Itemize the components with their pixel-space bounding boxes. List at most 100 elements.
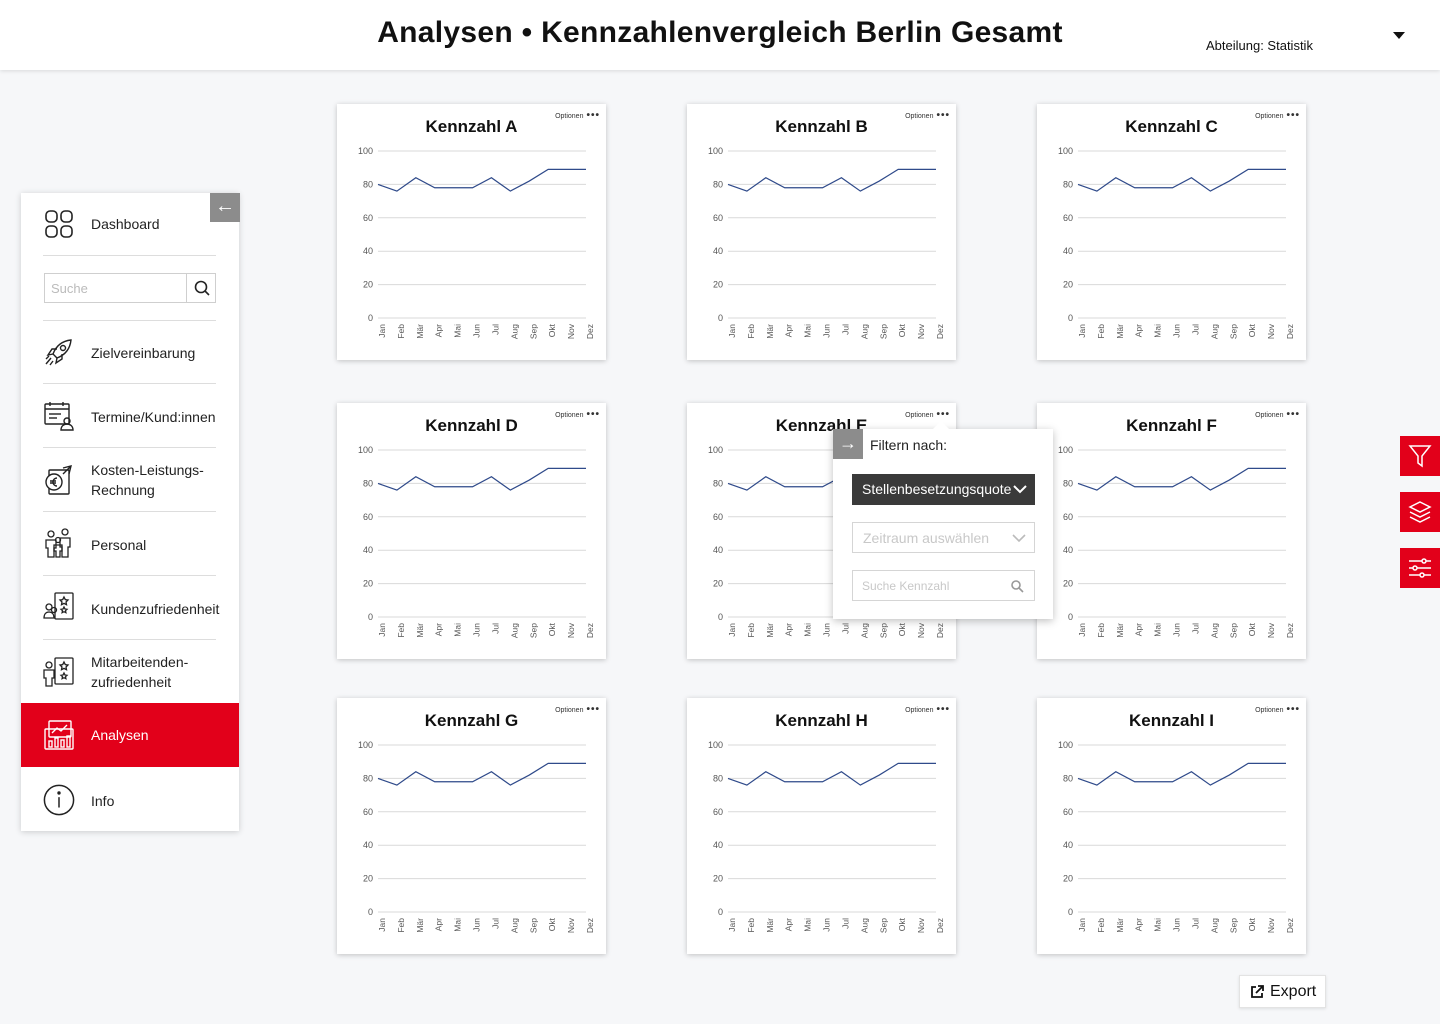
x-tick-label: Mär [765, 324, 775, 339]
x-tick-label: Nov [1266, 917, 1276, 933]
layers-tool-button[interactable] [1400, 492, 1440, 532]
sidebar-item-label: Dashboard [91, 216, 160, 232]
page-title: Analysen • Kennzahlenvergleich Berlin Ge… [377, 16, 1063, 49]
x-tick-label: Jul [1190, 623, 1200, 634]
sidebar-item-kosten-leistungs-rechnung[interactable]: Kosten-Leistungs- Rechnung [21, 457, 239, 503]
sidebar-item-personal[interactable]: Personal [21, 525, 239, 565]
x-tick-label: Apr [1134, 623, 1144, 636]
x-tick-label: Dez [585, 918, 595, 933]
y-tick-label: 40 [713, 840, 723, 850]
y-tick-label: 100 [1058, 445, 1073, 455]
card-options-button[interactable]: Optionen ••• [905, 704, 950, 715]
sidebar-item-dashboard[interactable]: Dashboard [21, 206, 239, 242]
series-line [1077, 467, 1286, 491]
x-tick-label: Jan [1077, 623, 1087, 637]
x-tick-label: Okt [547, 917, 557, 931]
y-tick-label: 20 [1063, 280, 1073, 290]
line-chart: 0 20 40 60 80 100 Jan Feb Mär Apr Mai Jun Jul Aug Sep O… [1058, 740, 1295, 933]
line-chart: 0 20 40 60 80 100 Jan Feb Mär Apr Mai Jun Jul Aug Sep O… [1058, 445, 1295, 638]
x-tick-label: Nov [1266, 323, 1276, 339]
divider [43, 447, 216, 448]
y-tick-label: 40 [1063, 246, 1073, 256]
sidebar-search-button[interactable] [186, 274, 215, 302]
x-tick-label: Sep [528, 918, 538, 933]
series-line [1077, 168, 1286, 192]
x-tick-label: Apr [434, 324, 444, 337]
period-select[interactable]: Zeitraum auswählen [852, 522, 1035, 553]
sidebar-item-kundenzufriedenheit[interactable]: Kundenzufriedenheit [21, 589, 239, 629]
collapse-sidebar-button[interactable]: ← [210, 193, 240, 222]
layers-icon [1408, 501, 1432, 523]
sidebar-item-termine[interactable]: Termine/Kund:innen [21, 397, 239, 437]
x-tick-label: Jun [472, 324, 482, 338]
more-dots-icon: ••• [936, 704, 950, 715]
x-tick-label: Aug [859, 623, 869, 638]
card-options-button[interactable]: Optionen ••• [1255, 110, 1300, 121]
x-tick-label: Feb [1096, 918, 1106, 933]
x-tick-label: Jul [490, 623, 500, 634]
euro-cost-icon [45, 465, 72, 495]
card-options-button[interactable]: Optionen ••• [555, 110, 600, 121]
divider [43, 383, 216, 384]
x-tick-label: Jun [472, 623, 482, 637]
y-tick-label: 60 [713, 213, 723, 223]
series-line [727, 762, 936, 786]
sidebar-item-label: Mitarbeitenden- [91, 654, 189, 670]
x-tick-label: Dez [585, 324, 595, 339]
kennzahl-card: Optionen ••• Kennzahl A 0 20 40 60 80 100 Jan Feb M… [337, 104, 606, 360]
metric-select[interactable]: Stellenbesetzungsquote [852, 474, 1035, 505]
y-tick-label: 0 [1068, 313, 1073, 323]
card-options-button[interactable]: Optionen ••• [1255, 409, 1300, 420]
card-title: Kennzahl D [425, 416, 518, 435]
filter-popup: → Filtern nach: Stellenbesetzungsquote Z… [833, 421, 1053, 619]
x-tick-label: Jan [727, 918, 737, 932]
people-icon [45, 528, 71, 558]
filter-tool-button[interactable] [1400, 436, 1440, 476]
sidebar-item-analysen[interactable]: Analysen [21, 703, 239, 767]
x-tick-label: Feb [396, 324, 406, 339]
sidebar-item-label: zufriedenheit [91, 674, 172, 690]
x-tick-label: Apr [784, 623, 794, 636]
x-tick-label: Dez [1285, 918, 1295, 933]
sidebar-item-zielvereinbarung[interactable]: Zielvereinbarung [21, 333, 239, 373]
card-options-button[interactable]: Optionen ••• [555, 409, 600, 420]
x-tick-label: Jan [377, 324, 387, 338]
x-tick-label: Nov [916, 917, 926, 933]
sidebar-item-mitarbeitendenzufriedenheit[interactable]: Mitarbeitenden- zufriedenheit [21, 649, 239, 695]
x-tick-label: Mai [1153, 324, 1163, 338]
series-line [377, 467, 586, 491]
x-tick-label: Aug [1209, 918, 1219, 933]
y-tick-label: 60 [363, 807, 373, 817]
more-dots-icon: ••• [1286, 110, 1300, 121]
x-tick-label: Jul [1190, 918, 1200, 929]
x-tick-label: Dez [585, 623, 595, 638]
divider [43, 255, 216, 256]
export-label: Export [1270, 983, 1317, 1000]
user-dropdown-icon[interactable] [1390, 30, 1408, 42]
x-tick-label: Dez [1285, 324, 1295, 339]
x-tick-label: Nov [566, 917, 576, 933]
card-options-button[interactable]: Optionen ••• [905, 409, 950, 420]
card-options-button[interactable]: Optionen ••• [905, 110, 950, 121]
card-options-button[interactable]: Optionen ••• [1255, 704, 1300, 715]
kennzahl-search-input[interactable] [853, 571, 1003, 600]
card-title: Kennzahl I [1128, 711, 1214, 730]
x-tick-label: Okt [897, 622, 907, 636]
export-button[interactable]: Export [1239, 975, 1326, 1008]
search-icon[interactable] [1010, 579, 1024, 593]
y-tick-label: 60 [1063, 512, 1073, 522]
arrow-right-icon: → [839, 433, 857, 453]
sidebar-item-info[interactable]: Info [21, 781, 239, 821]
settings-tool-button[interactable] [1400, 548, 1440, 588]
y-tick-label: 0 [368, 612, 373, 622]
line-chart: 0 20 40 60 80 100 Jan Feb Mär Apr Mai Jun Jul Aug Sep O… [1058, 146, 1295, 339]
y-tick-label: 60 [713, 512, 723, 522]
x-tick-label: Dez [1285, 623, 1295, 638]
sidebar-item-label: Info [91, 793, 115, 809]
y-tick-label: 20 [363, 280, 373, 290]
card-options-button[interactable]: Optionen ••• [555, 704, 600, 715]
close-filter-button[interactable]: → [833, 429, 863, 459]
card-title: Kennzahl B [775, 117, 868, 136]
sidebar-search-input[interactable] [45, 274, 187, 302]
sidebar-item-label: Analysen [91, 727, 149, 743]
